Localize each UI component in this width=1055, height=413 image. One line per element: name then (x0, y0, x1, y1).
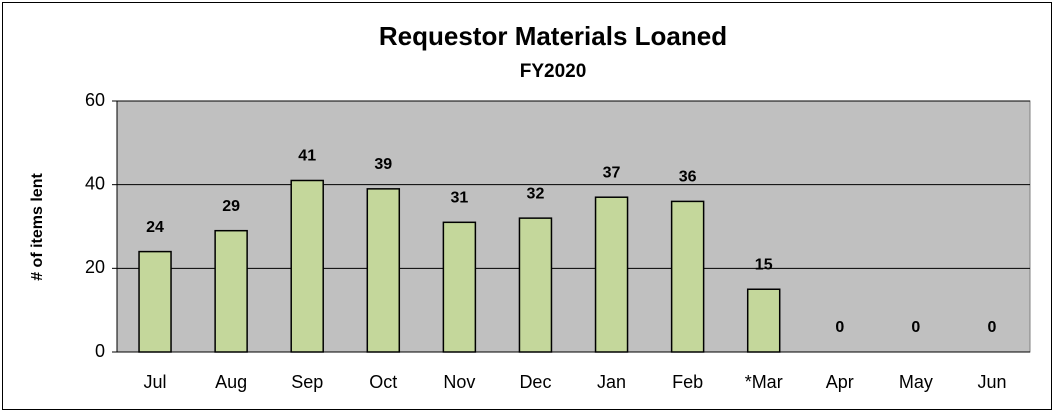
bar (442, 221, 477, 353)
data-label: 0 (835, 319, 844, 336)
chart-title: Requestor Materials Loaned (379, 21, 727, 51)
x-tick-label: Jan (597, 372, 626, 392)
y-tick-label: 0 (95, 341, 105, 361)
data-label: 39 (374, 156, 392, 173)
y-axis-label: # of items lent (29, 173, 46, 281)
bar (214, 229, 248, 353)
y-tick-label: 20 (85, 257, 105, 277)
data-label: 29 (222, 198, 240, 215)
data-label: 32 (527, 185, 545, 202)
data-label: 24 (146, 219, 164, 236)
bar (138, 250, 172, 353)
x-tick-label: Nov (443, 372, 475, 392)
bar (746, 288, 781, 353)
data-label: 36 (679, 169, 697, 186)
data-label: 31 (450, 190, 468, 207)
data-label: 0 (988, 319, 997, 336)
y-tick-label: 60 (85, 90, 105, 110)
chart-subtitle: FY2020 (520, 61, 587, 82)
x-tick-label: Jun (977, 372, 1006, 392)
x-tick-label: Oct (369, 372, 397, 392)
data-label: 41 (298, 148, 316, 165)
data-label: 0 (911, 319, 920, 336)
x-tick-label: Sep (291, 372, 323, 392)
x-tick-label: Jul (144, 372, 167, 392)
x-tick-label: Aug (215, 372, 247, 392)
data-label: 37 (603, 164, 621, 181)
bar (290, 179, 324, 353)
x-tick-label: Dec (519, 372, 551, 392)
bar (670, 200, 705, 353)
x-tick-label: Feb (672, 372, 703, 392)
bar (594, 196, 629, 353)
y-tick-label: 40 (85, 173, 105, 193)
data-label: 15 (755, 256, 773, 273)
plot-area (116, 100, 1031, 353)
bar (518, 217, 553, 353)
x-tick-label: May (899, 372, 933, 392)
bar (366, 188, 401, 353)
x-tick-label: Apr (826, 372, 854, 392)
x-tick-label: *Mar (745, 372, 783, 392)
